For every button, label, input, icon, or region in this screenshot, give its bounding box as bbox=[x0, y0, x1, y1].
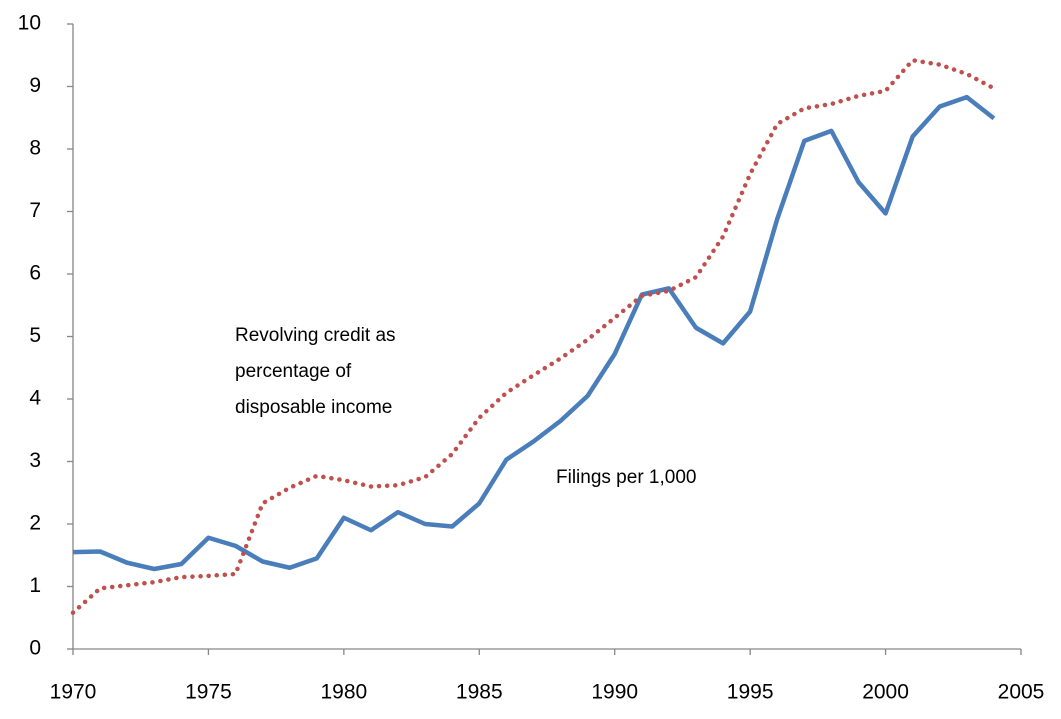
y-tick-label: 0 bbox=[29, 637, 41, 660]
y-tick-label: 4 bbox=[29, 387, 41, 410]
series-line bbox=[70, 58, 997, 615]
y-tick-label: 2 bbox=[29, 512, 41, 535]
series-annotation: disposable income bbox=[235, 397, 392, 418]
series-annotation: percentage of bbox=[235, 361, 352, 382]
x-tick-label: 1990 bbox=[591, 681, 638, 704]
y-tick-label: 3 bbox=[29, 449, 41, 472]
series-line bbox=[72, 94, 996, 572]
x-tick-label: 2005 bbox=[998, 681, 1045, 704]
y-tick-label: 6 bbox=[29, 262, 41, 285]
x-tick-label: 1975 bbox=[185, 681, 232, 704]
x-tick-label: 1980 bbox=[320, 681, 367, 704]
y-tick-label: 8 bbox=[29, 137, 41, 160]
x-tick-label: 1995 bbox=[727, 681, 774, 704]
y-tick-label: 10 bbox=[18, 12, 41, 35]
y-tick-label: 7 bbox=[29, 199, 41, 222]
x-tick-label: 1970 bbox=[50, 681, 97, 704]
y-tick-label: 9 bbox=[29, 74, 41, 97]
y-tick-label: 5 bbox=[29, 324, 41, 347]
x-tick-label: 1985 bbox=[456, 681, 503, 704]
x-tick-label: 2000 bbox=[862, 681, 909, 704]
y-tick-label: 1 bbox=[29, 574, 41, 597]
series-annotation: Revolving credit as bbox=[235, 325, 396, 346]
series-annotation: Filings per 1,000 bbox=[556, 467, 696, 488]
